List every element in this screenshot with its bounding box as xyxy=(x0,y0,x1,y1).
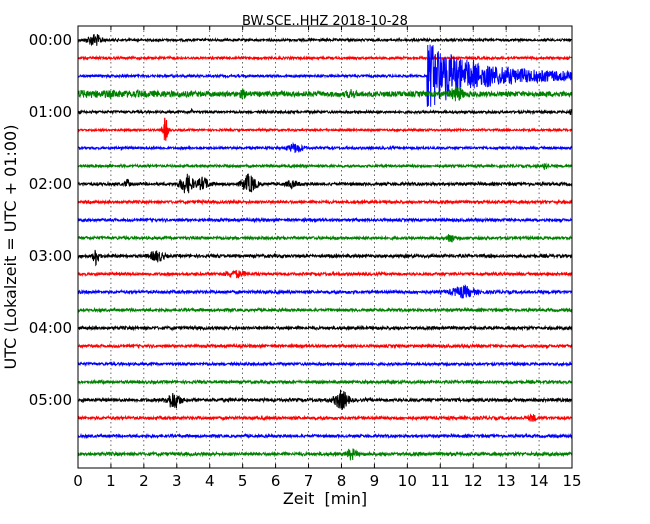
trace-line xyxy=(77,269,573,279)
trace-line xyxy=(77,448,573,461)
trace-line xyxy=(77,342,573,350)
trace-line xyxy=(77,378,573,386)
x-tick-label: 0 xyxy=(73,472,83,490)
trace-line xyxy=(77,413,573,422)
x-axis-label: Zeit [min] xyxy=(283,489,367,508)
trace-line xyxy=(77,85,573,102)
x-tick-label: 11 xyxy=(431,472,450,490)
y-tick-label: 04:00 xyxy=(29,319,72,337)
y-axis: 00:00 01:00 02:00 03:00 04:00 05:00 xyxy=(29,31,82,409)
trace-line xyxy=(77,198,573,206)
x-tick-label: 8 xyxy=(337,472,347,490)
y-tick-label: 05:00 xyxy=(29,391,72,409)
y-tick-label: 01:00 xyxy=(29,103,72,121)
x-tick-label: 1 xyxy=(106,472,116,490)
trace-line xyxy=(77,216,573,224)
traces xyxy=(77,34,573,461)
x-tick-label: 14 xyxy=(530,472,549,490)
trace-line xyxy=(77,306,573,314)
trace-line xyxy=(77,44,573,107)
y-tick-label: 03:00 xyxy=(29,247,72,265)
grid-lines xyxy=(110,26,540,468)
trace-line xyxy=(77,173,573,194)
x-tick-label: 15 xyxy=(562,472,581,490)
x-tick-label: 13 xyxy=(497,472,516,490)
chart-title: BW.SCE..HHZ 2018-10-28 xyxy=(242,14,408,29)
x-tick-label: 5 xyxy=(238,472,248,490)
x-axis: 0 1 2 3 4 5 6 7 8 9 10 11 12 13 14 15 xyxy=(73,26,582,490)
trace-line xyxy=(77,284,573,299)
x-tick-label: 12 xyxy=(464,472,483,490)
trace-line xyxy=(77,34,573,47)
x-tick-label: 7 xyxy=(304,472,314,490)
trace-line xyxy=(77,389,573,410)
trace-line xyxy=(77,54,573,62)
trace-line xyxy=(77,234,573,243)
x-tick-label: 10 xyxy=(398,472,417,490)
trace-line xyxy=(77,249,573,267)
trace-line xyxy=(77,117,573,141)
x-tick-label: 2 xyxy=(139,472,149,490)
plot-frame xyxy=(77,25,573,469)
trace-line xyxy=(77,141,573,153)
trace-line xyxy=(77,162,573,170)
trace-line xyxy=(77,360,573,368)
x-tick-label: 4 xyxy=(205,472,215,490)
y-tick-label: 00:00 xyxy=(29,31,72,49)
x-tick-label: 3 xyxy=(172,472,182,490)
trace-line xyxy=(77,432,573,440)
x-tick-label: 9 xyxy=(370,472,380,490)
trace-line xyxy=(77,107,573,116)
y-tick-label: 02:00 xyxy=(29,175,72,193)
trace-line xyxy=(77,324,573,332)
x-tick-label: 6 xyxy=(271,472,281,490)
y-axis-label: UTC (Lokalzeit = UTC + 01:00) xyxy=(1,125,20,370)
